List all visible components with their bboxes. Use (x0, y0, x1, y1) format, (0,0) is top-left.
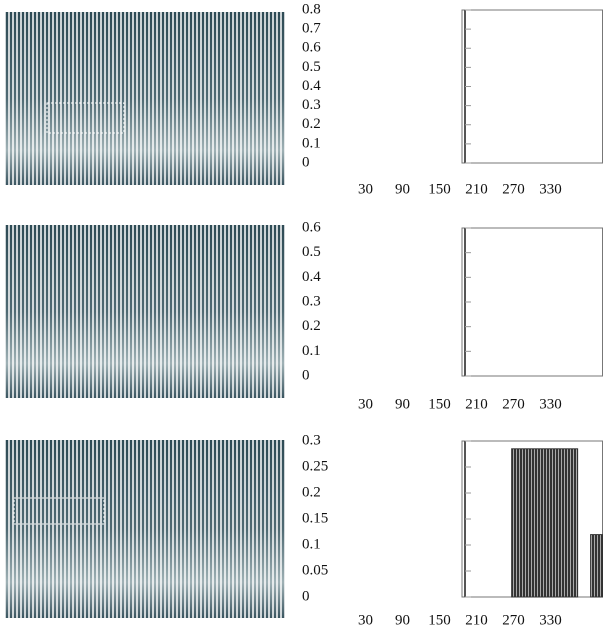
y-tick-label: 0.2 (302, 484, 321, 500)
x-tick-label: 30 (358, 612, 373, 628)
photo-2 (5, 225, 285, 398)
y-tick-label: 0 (302, 367, 310, 383)
y-tick-label: 0.25 (302, 458, 328, 474)
y-tick-label: 0.5 (302, 244, 321, 260)
x-tick-label: 150 (428, 181, 451, 197)
x-tick-label: 210 (465, 181, 488, 197)
y-tick-label: 0.3 (302, 97, 321, 113)
y-tick-label: 0.1 (302, 135, 321, 151)
x-tick-label: 270 (502, 396, 525, 412)
y-tick-label: 0.6 (302, 40, 321, 56)
y-tick-label: 0.5 (302, 59, 321, 75)
bar (512, 449, 578, 597)
y-tick-label: 0.3 (302, 293, 321, 309)
x-tick-label: 330 (539, 612, 562, 628)
x-tick-label: 30 (358, 396, 373, 412)
y-tick-label: 0.3 (302, 432, 321, 448)
x-tick-label: 210 (465, 396, 488, 412)
plot-frame (462, 10, 603, 163)
y-tick-label: 0.7 (302, 21, 321, 37)
photo-1 (5, 12, 285, 185)
bar (591, 535, 603, 597)
y-tick-label: 0 (302, 154, 310, 170)
x-tick-label: 90 (395, 181, 410, 197)
y-tick-label: 0.4 (302, 78, 321, 94)
x-tick-label: 270 (502, 181, 525, 197)
x-tick-label: 150 (428, 396, 451, 412)
x-tick-label: 270 (502, 612, 525, 628)
y-tick-label: 0.2 (302, 318, 321, 334)
x-tick-label: 330 (539, 396, 562, 412)
y-tick-label: 0 (302, 588, 310, 604)
x-tick-label: 30 (358, 181, 373, 197)
x-tick-label: 210 (465, 612, 488, 628)
y-tick-label: 0.2 (302, 116, 321, 132)
x-tick-label: 150 (428, 612, 451, 628)
photo-3 (5, 440, 285, 618)
x-tick-label: 90 (395, 612, 410, 628)
y-tick-label: 0.8 (302, 1, 321, 17)
x-tick-label: 90 (395, 396, 410, 412)
y-tick-label: 0.6 (302, 219, 321, 235)
y-tick-label: 0.1 (302, 343, 321, 359)
x-tick-label: 330 (539, 181, 562, 197)
plot-frame (462, 228, 603, 376)
y-tick-label: 0.1 (302, 536, 321, 552)
y-tick-label: 0.4 (302, 269, 321, 285)
figure: 0 0.1 0.2 0.3 0.4 0.5 0.6 0.7 0.8 30 90 150 210 270 33… (0, 0, 603, 634)
y-tick-label: 0.05 (302, 562, 328, 578)
y-tick-label: 0.15 (302, 510, 328, 526)
